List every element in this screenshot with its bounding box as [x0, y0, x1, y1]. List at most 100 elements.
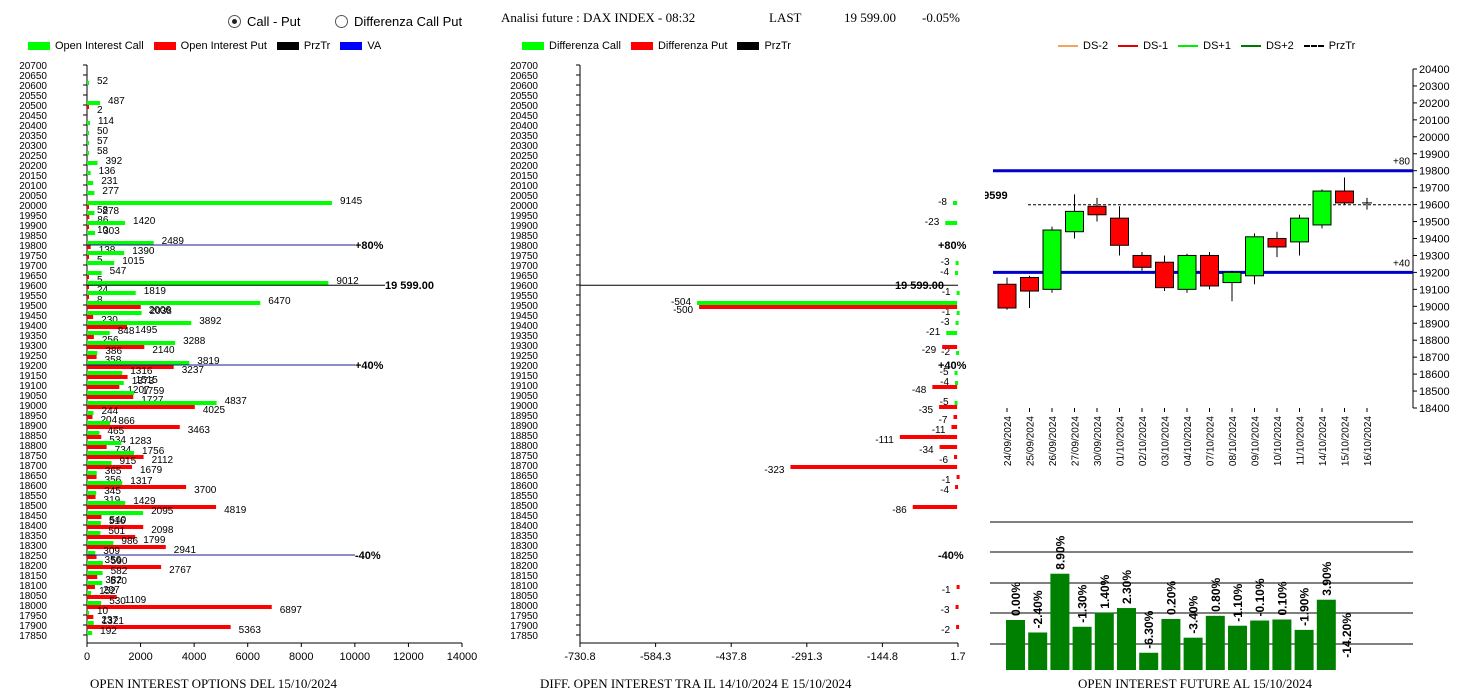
diff-put-label: -34: [919, 445, 934, 456]
call-bar-label: 9145: [340, 196, 363, 207]
y-tick-label: 20500: [19, 101, 47, 112]
call-bar: [87, 141, 89, 145]
put-bar-label: 86: [97, 215, 109, 226]
y-tick-label: 19350: [19, 331, 47, 342]
call-bar-label: 547: [110, 266, 127, 277]
call-bar: [87, 351, 98, 355]
diff-call-label: -8: [938, 197, 947, 208]
y-tick-label: 18250: [19, 551, 47, 562]
y-tick-label: 18000: [19, 601, 47, 612]
call-bar: [87, 531, 101, 535]
put-bar-label: 1799: [143, 535, 166, 546]
y-tick-label: 19400: [1419, 234, 1450, 246]
diff-call-label: -1: [942, 287, 951, 298]
y-tick-label: 18600: [1419, 369, 1450, 381]
x-tick-label: 03/10/2024: [1161, 416, 1172, 466]
diff-put-bar: [954, 455, 958, 459]
y-tick-label: 18500: [19, 501, 47, 512]
y-tick-label: 20550: [510, 91, 538, 102]
y-tick-label: 18550: [19, 491, 47, 502]
diff-put-bar: [956, 625, 960, 629]
call-bar: [87, 471, 97, 475]
legend-item: Differenza Put: [630, 40, 727, 52]
call-bar: [87, 311, 142, 315]
candlestick-chart: 20400 20300 20200 20100 20000 19900 19800 19700…: [985, 64, 1450, 466]
put-bar-label: 2112: [152, 455, 174, 466]
call-bar-label: 4837: [225, 396, 248, 407]
future-bar-label: 0.10%: [1275, 581, 1289, 615]
call-bar-label: 277: [102, 186, 119, 197]
y-tick-label: 20350: [510, 131, 538, 142]
future-bar-label: -3.40%: [1187, 595, 1201, 633]
diff-put-label: -4: [940, 485, 949, 496]
y-tick-label: 19500: [19, 301, 47, 312]
future-bar-label: 0.80%: [1209, 577, 1223, 611]
call-bar: [87, 631, 93, 635]
put-bar: [87, 455, 144, 459]
radio-differenza[interactable]: Differenza Call Put: [335, 14, 462, 29]
call-bar-label: 501: [108, 526, 125, 537]
y-tick-label: 19400: [19, 321, 47, 332]
put-bar-label: 5363: [239, 625, 262, 636]
put-bar: [87, 515, 102, 519]
future-bar-label: -0.10%: [1253, 578, 1267, 616]
y-tick-label: 17900: [510, 621, 538, 632]
legend-item: DS-1: [1118, 40, 1168, 52]
call-bar: [87, 241, 154, 245]
y-tick-label: 19500: [1419, 217, 1450, 229]
put-bar-label: 358: [105, 355, 122, 366]
put-bar: [87, 225, 89, 229]
diff-put-bar: [939, 405, 958, 409]
y-tick-label: 20150: [510, 171, 538, 182]
y-tick-label: 20650: [19, 71, 47, 82]
future-bar-label: -1.10%: [1231, 583, 1245, 621]
call-bar-label: 3892: [199, 316, 222, 327]
radio-unselected-icon: [335, 15, 348, 28]
diff-put-label: -1: [942, 585, 951, 596]
diff-put-label: -29: [922, 345, 937, 356]
header-last-change: -0.05%: [922, 10, 960, 25]
call-bar: [87, 461, 112, 465]
y-tick-label: 18050: [19, 591, 47, 602]
y-tick-label: 20700: [510, 61, 538, 72]
call-bar-label: 487: [108, 96, 125, 107]
diff-put-label: -323: [764, 465, 784, 476]
call-bar: [87, 121, 91, 125]
put-bar-label: 356: [105, 475, 122, 486]
diff-put-label: -11: [932, 425, 946, 436]
y-tick-label: 19400: [510, 321, 538, 332]
call-bar: [87, 621, 94, 625]
diff-put-bar: [953, 415, 958, 419]
put-bar: [87, 535, 136, 539]
call-bar-label: 365: [105, 466, 122, 477]
call-bar-label: 58: [97, 146, 109, 157]
y-tick-label: 20700: [19, 61, 47, 72]
call-bar: [87, 161, 98, 165]
diff-put-label: -7: [939, 415, 948, 426]
put-bar: [87, 605, 272, 609]
x-tick-label: -291.3: [791, 651, 822, 663]
x-tick-label: 08/10/2024: [1228, 416, 1239, 466]
put-bar: [87, 395, 134, 399]
va-line-label: +40%: [355, 360, 384, 372]
y-tick-label: 17950: [19, 611, 47, 622]
put-bar-label: 138: [99, 245, 116, 256]
x-tick-label: 10/10/2024: [1273, 416, 1284, 466]
put-bar: [87, 275, 89, 279]
call-bar-label: 3819: [197, 356, 220, 367]
put-bar: [87, 565, 162, 569]
future-bar: [1139, 652, 1159, 670]
diff-call-bar: [956, 291, 960, 295]
put-bar: [87, 525, 144, 529]
call-bar: [87, 251, 125, 255]
diff-put-label: -111: [875, 435, 894, 446]
y-tick-label: 19750: [510, 251, 538, 262]
radio-call-put[interactable]: Call - Put: [228, 14, 300, 29]
future-bar: [1094, 612, 1114, 670]
y-tick-label: 18300: [19, 541, 47, 552]
legend-item: VA: [340, 40, 381, 52]
call-bar-label: 192: [100, 626, 117, 637]
put-bar-label: 10: [97, 225, 109, 236]
y-tick-label: 20400: [1419, 64, 1450, 76]
y-tick-label: 19150: [510, 371, 538, 382]
